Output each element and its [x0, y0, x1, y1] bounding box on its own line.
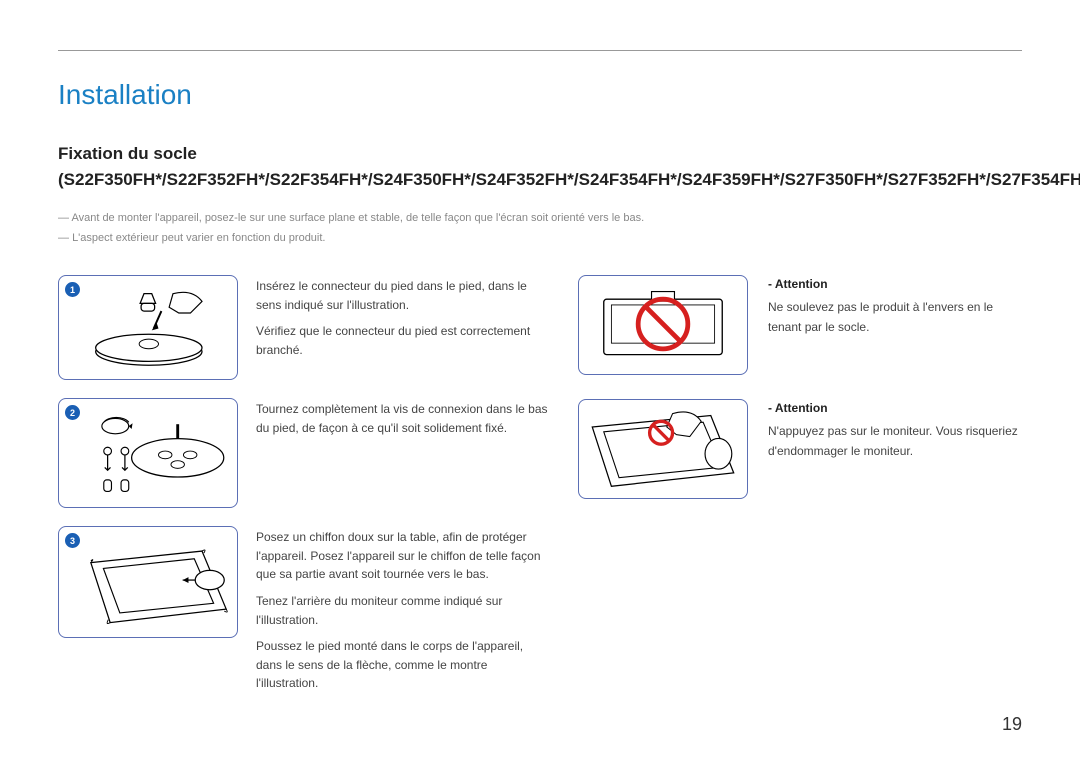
notes-block: Avant de monter l'appareil, posez-le sur…: [58, 210, 1022, 247]
step-row: 3 Posez un chiffon doux sur la table, af…: [58, 526, 548, 701]
step-text: Posez un chiffon doux sur la table, afin…: [256, 526, 548, 701]
top-divider: [58, 50, 1022, 51]
step-paragraph: Poussez le pied monté dans le corps de l…: [256, 637, 548, 693]
no-lift-by-stand-icon: [585, 282, 741, 368]
step-badge: 2: [65, 405, 80, 420]
no-press-monitor-icon: [585, 406, 741, 492]
caution-text: - Attention N'appuyez pas sur le moniteu…: [768, 399, 1018, 499]
subheading: Fixation du socle (S22F350FH*/S22F352FH*…: [58, 141, 1022, 192]
screw-base-icon: [86, 405, 231, 501]
step-paragraph: Vérifiez que le connecteur du pied est c…: [256, 322, 548, 359]
attach-stand-icon: [86, 533, 231, 631]
step-paragraph: Tenez l'arrière du moniteur comme indiqu…: [256, 592, 548, 629]
caution-row: - Attention Ne soulevez pas le produit à…: [578, 275, 1018, 375]
caution-label: - Attention: [768, 275, 1018, 294]
caution-illustration: [578, 275, 748, 375]
step-row: 2 Tour: [58, 398, 548, 508]
content-columns: 1 Insérez le connecteur du pied dans le …: [58, 275, 1022, 719]
caution-text: - Attention Ne soulevez pas le produit à…: [768, 275, 1018, 375]
stand-connector-icon: [86, 282, 231, 373]
caution-column: - Attention Ne soulevez pas le produit à…: [578, 275, 1018, 719]
page-number: 19: [1002, 714, 1022, 735]
step-illustration: 2: [58, 398, 238, 508]
step-paragraph: Insérez le connecteur du pied dans le pi…: [256, 277, 548, 314]
step-paragraph: Tournez complètement la vis de connexion…: [256, 400, 548, 437]
step-illustration: 1: [58, 275, 238, 380]
step-paragraph: Posez un chiffon doux sur la table, afin…: [256, 528, 548, 584]
caution-label: - Attention: [768, 399, 1018, 418]
caution-body: Ne soulevez pas le produit à l'envers en…: [768, 298, 1018, 336]
step-text: Tournez complètement la vis de connexion…: [256, 398, 548, 508]
steps-column: 1 Insérez le connecteur du pied dans le …: [58, 275, 548, 719]
step-text: Insérez le connecteur du pied dans le pi…: [256, 275, 548, 380]
caution-illustration: [578, 399, 748, 499]
step-illustration: 3: [58, 526, 238, 638]
step-row: 1 Insérez le connecteur du pied dans le …: [58, 275, 548, 380]
step-badge: 3: [65, 533, 80, 548]
step-badge: 1: [65, 282, 80, 297]
section-title: Installation: [58, 79, 1022, 111]
note-line: L'aspect extérieur peut varier en foncti…: [58, 230, 1022, 248]
note-line: Avant de monter l'appareil, posez-le sur…: [58, 210, 1022, 228]
caution-row: - Attention N'appuyez pas sur le moniteu…: [578, 399, 1018, 499]
caution-body: N'appuyez pas sur le moniteur. Vous risq…: [768, 422, 1018, 460]
